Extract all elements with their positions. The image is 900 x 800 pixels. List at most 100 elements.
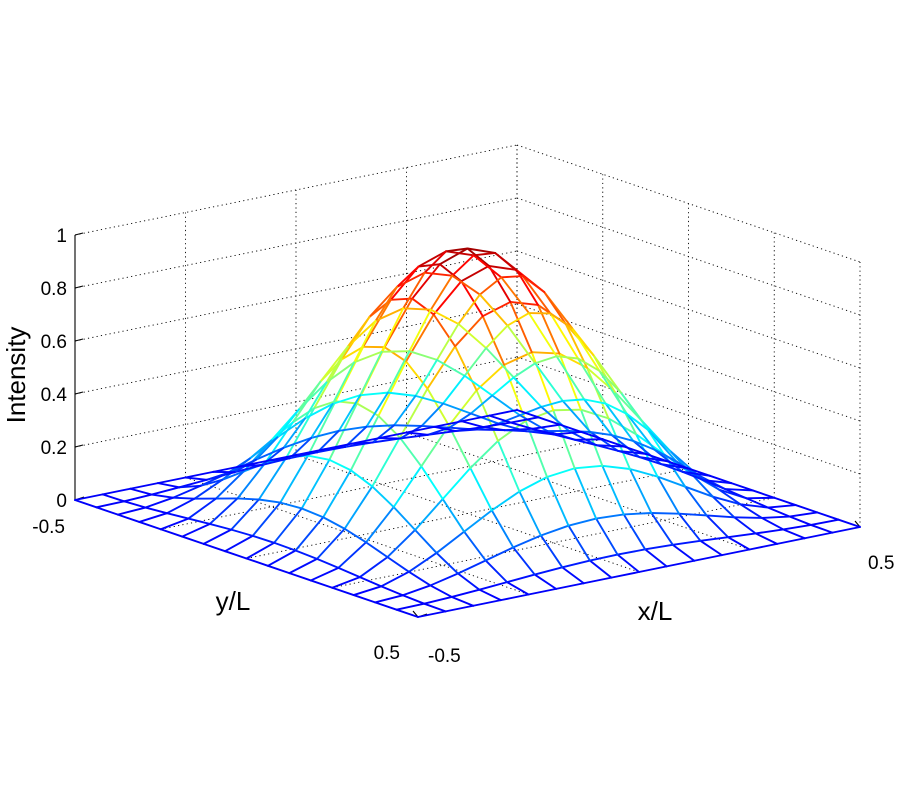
mesh-line — [457, 559, 487, 575]
mesh-line — [794, 504, 819, 514]
mesh-line — [172, 484, 202, 499]
mesh-line — [616, 548, 647, 556]
mesh-line — [423, 271, 454, 277]
mesh-line — [436, 322, 460, 361]
mesh-line — [653, 448, 678, 463]
mesh-line — [499, 593, 530, 602]
mesh-line — [417, 250, 448, 268]
mesh-line — [181, 523, 211, 538]
mesh-line — [414, 498, 444, 531]
mesh-line — [582, 576, 613, 585]
mesh-line — [433, 425, 457, 433]
mesh-line — [595, 444, 626, 448]
mesh-line — [491, 376, 515, 397]
surface-mesh — [74, 247, 861, 618]
mesh-line — [457, 572, 481, 591]
x-tick-label: 0.5 — [868, 553, 894, 574]
mesh-line — [187, 497, 217, 520]
mesh-line — [549, 312, 573, 329]
mesh-line — [313, 400, 337, 410]
mesh-line — [451, 254, 475, 277]
mesh-line — [588, 553, 619, 562]
mesh-line — [306, 400, 337, 457]
mesh-line — [567, 517, 598, 527]
mesh-line — [484, 546, 515, 562]
mesh-line — [417, 610, 447, 618]
mesh-line — [665, 559, 696, 568]
mesh-line — [340, 345, 365, 361]
mesh-line — [398, 436, 423, 468]
mesh-line — [684, 485, 708, 517]
mesh-line — [273, 541, 297, 552]
mesh-line — [460, 414, 491, 423]
mesh-line — [282, 417, 307, 449]
mesh-line — [488, 414, 512, 424]
mesh-line — [727, 536, 751, 551]
mesh-line — [429, 274, 454, 311]
mesh-line — [450, 588, 481, 598]
mesh-line — [509, 421, 534, 430]
mesh-line — [506, 573, 536, 584]
mesh-line — [251, 501, 282, 537]
mesh-line — [208, 523, 233, 531]
mesh-line — [497, 414, 521, 425]
mesh-line — [457, 322, 488, 349]
mesh-line — [257, 456, 288, 501]
mesh-line — [374, 601, 398, 611]
mesh-line — [463, 374, 494, 397]
mesh-line — [527, 312, 558, 358]
mesh-line — [469, 439, 499, 469]
mesh-line — [442, 374, 466, 405]
mesh-line — [485, 347, 515, 379]
mesh-line — [429, 572, 459, 587]
mesh-line — [144, 506, 168, 515]
mesh-line — [488, 409, 518, 417]
mesh-line — [454, 345, 478, 392]
mesh-line — [365, 541, 389, 559]
mesh-line — [380, 350, 411, 353]
mesh-line — [150, 493, 175, 499]
mesh-line — [304, 381, 328, 420]
mesh-line — [368, 285, 398, 319]
mesh-line — [490, 490, 521, 512]
mesh-line — [337, 394, 362, 432]
mesh-line — [604, 402, 629, 415]
mesh-line — [588, 559, 613, 579]
mesh-line — [533, 566, 564, 576]
mesh-line — [447, 389, 478, 427]
mesh-line — [358, 576, 383, 588]
mesh-line — [837, 518, 861, 528]
mesh-line — [567, 524, 591, 562]
mesh-line — [310, 402, 334, 439]
mesh-line — [684, 485, 714, 498]
mesh-line — [767, 504, 797, 509]
mesh-line — [392, 465, 423, 508]
mesh-line — [751, 489, 776, 499]
mesh-line — [711, 495, 736, 519]
mesh-line — [245, 541, 276, 560]
z-tick — [74, 444, 84, 448]
mesh-line — [622, 513, 647, 551]
mesh-line — [681, 470, 705, 482]
mesh-line — [472, 599, 502, 607]
mesh-line — [306, 454, 331, 461]
mesh-line — [276, 408, 300, 439]
mesh-line — [95, 506, 119, 516]
mesh-line — [405, 313, 435, 363]
mesh-line — [644, 543, 674, 551]
mesh-line — [267, 457, 291, 462]
mesh-line — [316, 557, 340, 569]
mesh-line — [273, 507, 303, 544]
mesh-line — [441, 467, 472, 500]
mesh-line — [650, 512, 674, 546]
mesh-line — [159, 528, 184, 538]
mesh-line — [555, 355, 586, 401]
mesh-line — [454, 315, 484, 348]
mesh-line — [325, 361, 356, 384]
mesh-line — [208, 497, 239, 525]
mesh-line — [760, 515, 791, 519]
mesh-line — [230, 528, 254, 537]
mesh-line — [485, 324, 509, 349]
mesh-line — [720, 548, 751, 557]
mesh-line — [322, 516, 346, 530]
